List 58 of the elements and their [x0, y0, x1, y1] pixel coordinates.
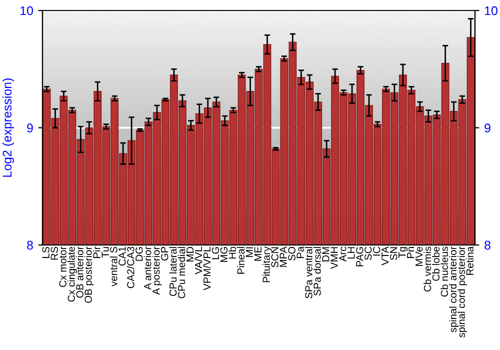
x-tick-label: OB posterior [84, 246, 94, 303]
x-tick-label: CA1 [118, 246, 126, 266]
x-tick-label: MG [220, 247, 228, 262]
x-tick-label: SPa dorsal [313, 247, 321, 296]
x-tick-label: SC [364, 246, 372, 260]
x-tick-label: Pa [296, 246, 304, 258]
x-tick-label: A anterior [144, 246, 152, 290]
x-tick-label: ME [254, 246, 262, 261]
x-tick-label: DM [322, 247, 330, 262]
x-tick-label: MVe [416, 246, 423, 266]
y2-tick-label: 10 [484, 6, 498, 16]
x-tick-label: Pir [92, 246, 100, 258]
x-tick-label: DG [136, 247, 143, 261]
x-tick-label: VPM/VPL [203, 246, 211, 290]
x-tick-label: VA/VL [194, 246, 202, 274]
x-tick-label: Arc [339, 246, 346, 262]
x-tick-label: spinal cord anterior [449, 246, 459, 332]
y-axis-title: Log2 (expression) [2, 78, 14, 177]
x-tick-label: Cx motor [59, 246, 66, 287]
x-tick-label: A posterior [152, 246, 162, 295]
x-tick-label: Tu [102, 247, 109, 258]
x-tick-label: LS [42, 246, 50, 258]
x-tick-label: Pn [407, 247, 414, 258]
x-tick-label: Cb vermis [424, 246, 432, 292]
y2-tick-label: 8 [484, 240, 490, 250]
x-tick-label: CPu medial [178, 247, 186, 298]
x-tick-label: OB anterior [76, 246, 84, 298]
x-tick-label: VTA [382, 246, 389, 266]
x-tick-label: Cb lobe [432, 246, 440, 281]
x-tick-label: IC [373, 246, 380, 256]
y-tick-label: 9 [27, 124, 33, 132]
x-tick-label: LH [348, 247, 355, 259]
x-tick-label: GP [161, 246, 168, 261]
x-tick-label: Cx cingulate [67, 246, 77, 302]
x-tick-label: PAG [356, 247, 364, 266]
x-tick-label: spinal cord posterior [458, 246, 468, 338]
x-tick-label: VMH [330, 247, 338, 269]
y-tick-label: 8 [27, 240, 33, 250]
x-tick-label: MPA [280, 246, 287, 267]
x-tick-label: Pituitary [262, 246, 272, 282]
x-tick-label: Retina [466, 246, 474, 275]
y-tick-label: 10 [20, 6, 33, 16]
x-tick-label: Pineal [237, 247, 245, 274]
x-tick-label: CPu lateral [169, 247, 177, 296]
x-tick-label: RS [50, 246, 58, 260]
x-tick-label: ventral S [110, 246, 118, 286]
x-tick-label: SO [288, 246, 296, 261]
x-tick-label: SPa ventral [304, 247, 312, 298]
x-tick-label: Tg [398, 247, 408, 258]
y2-tick-label: 9 [484, 124, 490, 132]
x-tick-label: LG [212, 247, 220, 260]
x-tick-label: CA2/CA3 [126, 246, 134, 288]
x-tick-label: MI [246, 247, 253, 257]
x-tick-label: MD [186, 246, 194, 262]
x-tick-label: SN [390, 247, 398, 260]
x-tick-label: Hb [228, 246, 236, 259]
x-tick-label: Cb nucleus [440, 246, 448, 297]
x-tick-label: SCN [271, 247, 278, 268]
